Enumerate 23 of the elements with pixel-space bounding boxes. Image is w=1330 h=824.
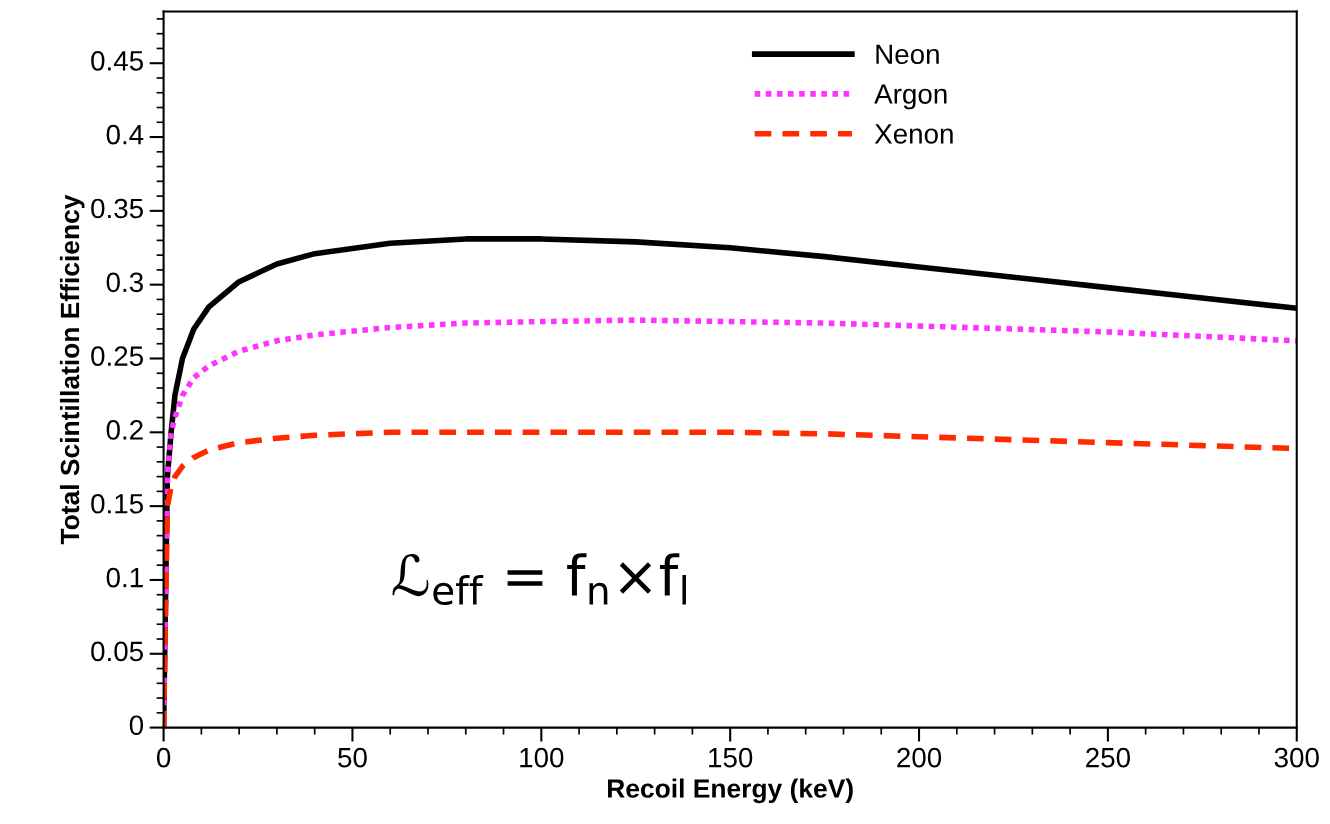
x-tick-label: 0 (156, 747, 171, 768)
x-tick-label: 200 (897, 747, 942, 768)
y-tick-label: 0.45 (91, 51, 143, 71)
y-tick-label: 0.25 (91, 346, 143, 366)
y-tick-label: 0.3 (106, 272, 143, 293)
annotation: ℒ$_{eff}$ = f$_{n}$×f$_{l}$ (392, 553, 686, 606)
x-tick-label: 50 (338, 747, 367, 768)
x-tick-label: 250 (1086, 747, 1130, 768)
y-tick-label: 0.15 (91, 493, 143, 514)
x-tick-label: 300 (1274, 747, 1319, 768)
x-tick-label: 100 (520, 747, 564, 768)
y-tick-label: 0.05 (91, 641, 143, 662)
x-axis-title: Recoil Energy (keV) (608, 778, 853, 804)
legend-label: Neon (876, 44, 939, 65)
y-tick-label: 0.4 (106, 124, 144, 145)
x-tick-label: 150 (709, 747, 753, 768)
y-axis-title: Total Scintillation Efficiency (59, 194, 85, 545)
y-tick-label: 0 (129, 715, 144, 736)
y-tick-label: 0.35 (91, 198, 143, 219)
y-tick-label: 0.2 (106, 420, 143, 440)
legend-label: Xenon (874, 124, 953, 144)
y-tick-label: 0.1 (106, 567, 143, 588)
legend-label: Argon (874, 84, 947, 110)
